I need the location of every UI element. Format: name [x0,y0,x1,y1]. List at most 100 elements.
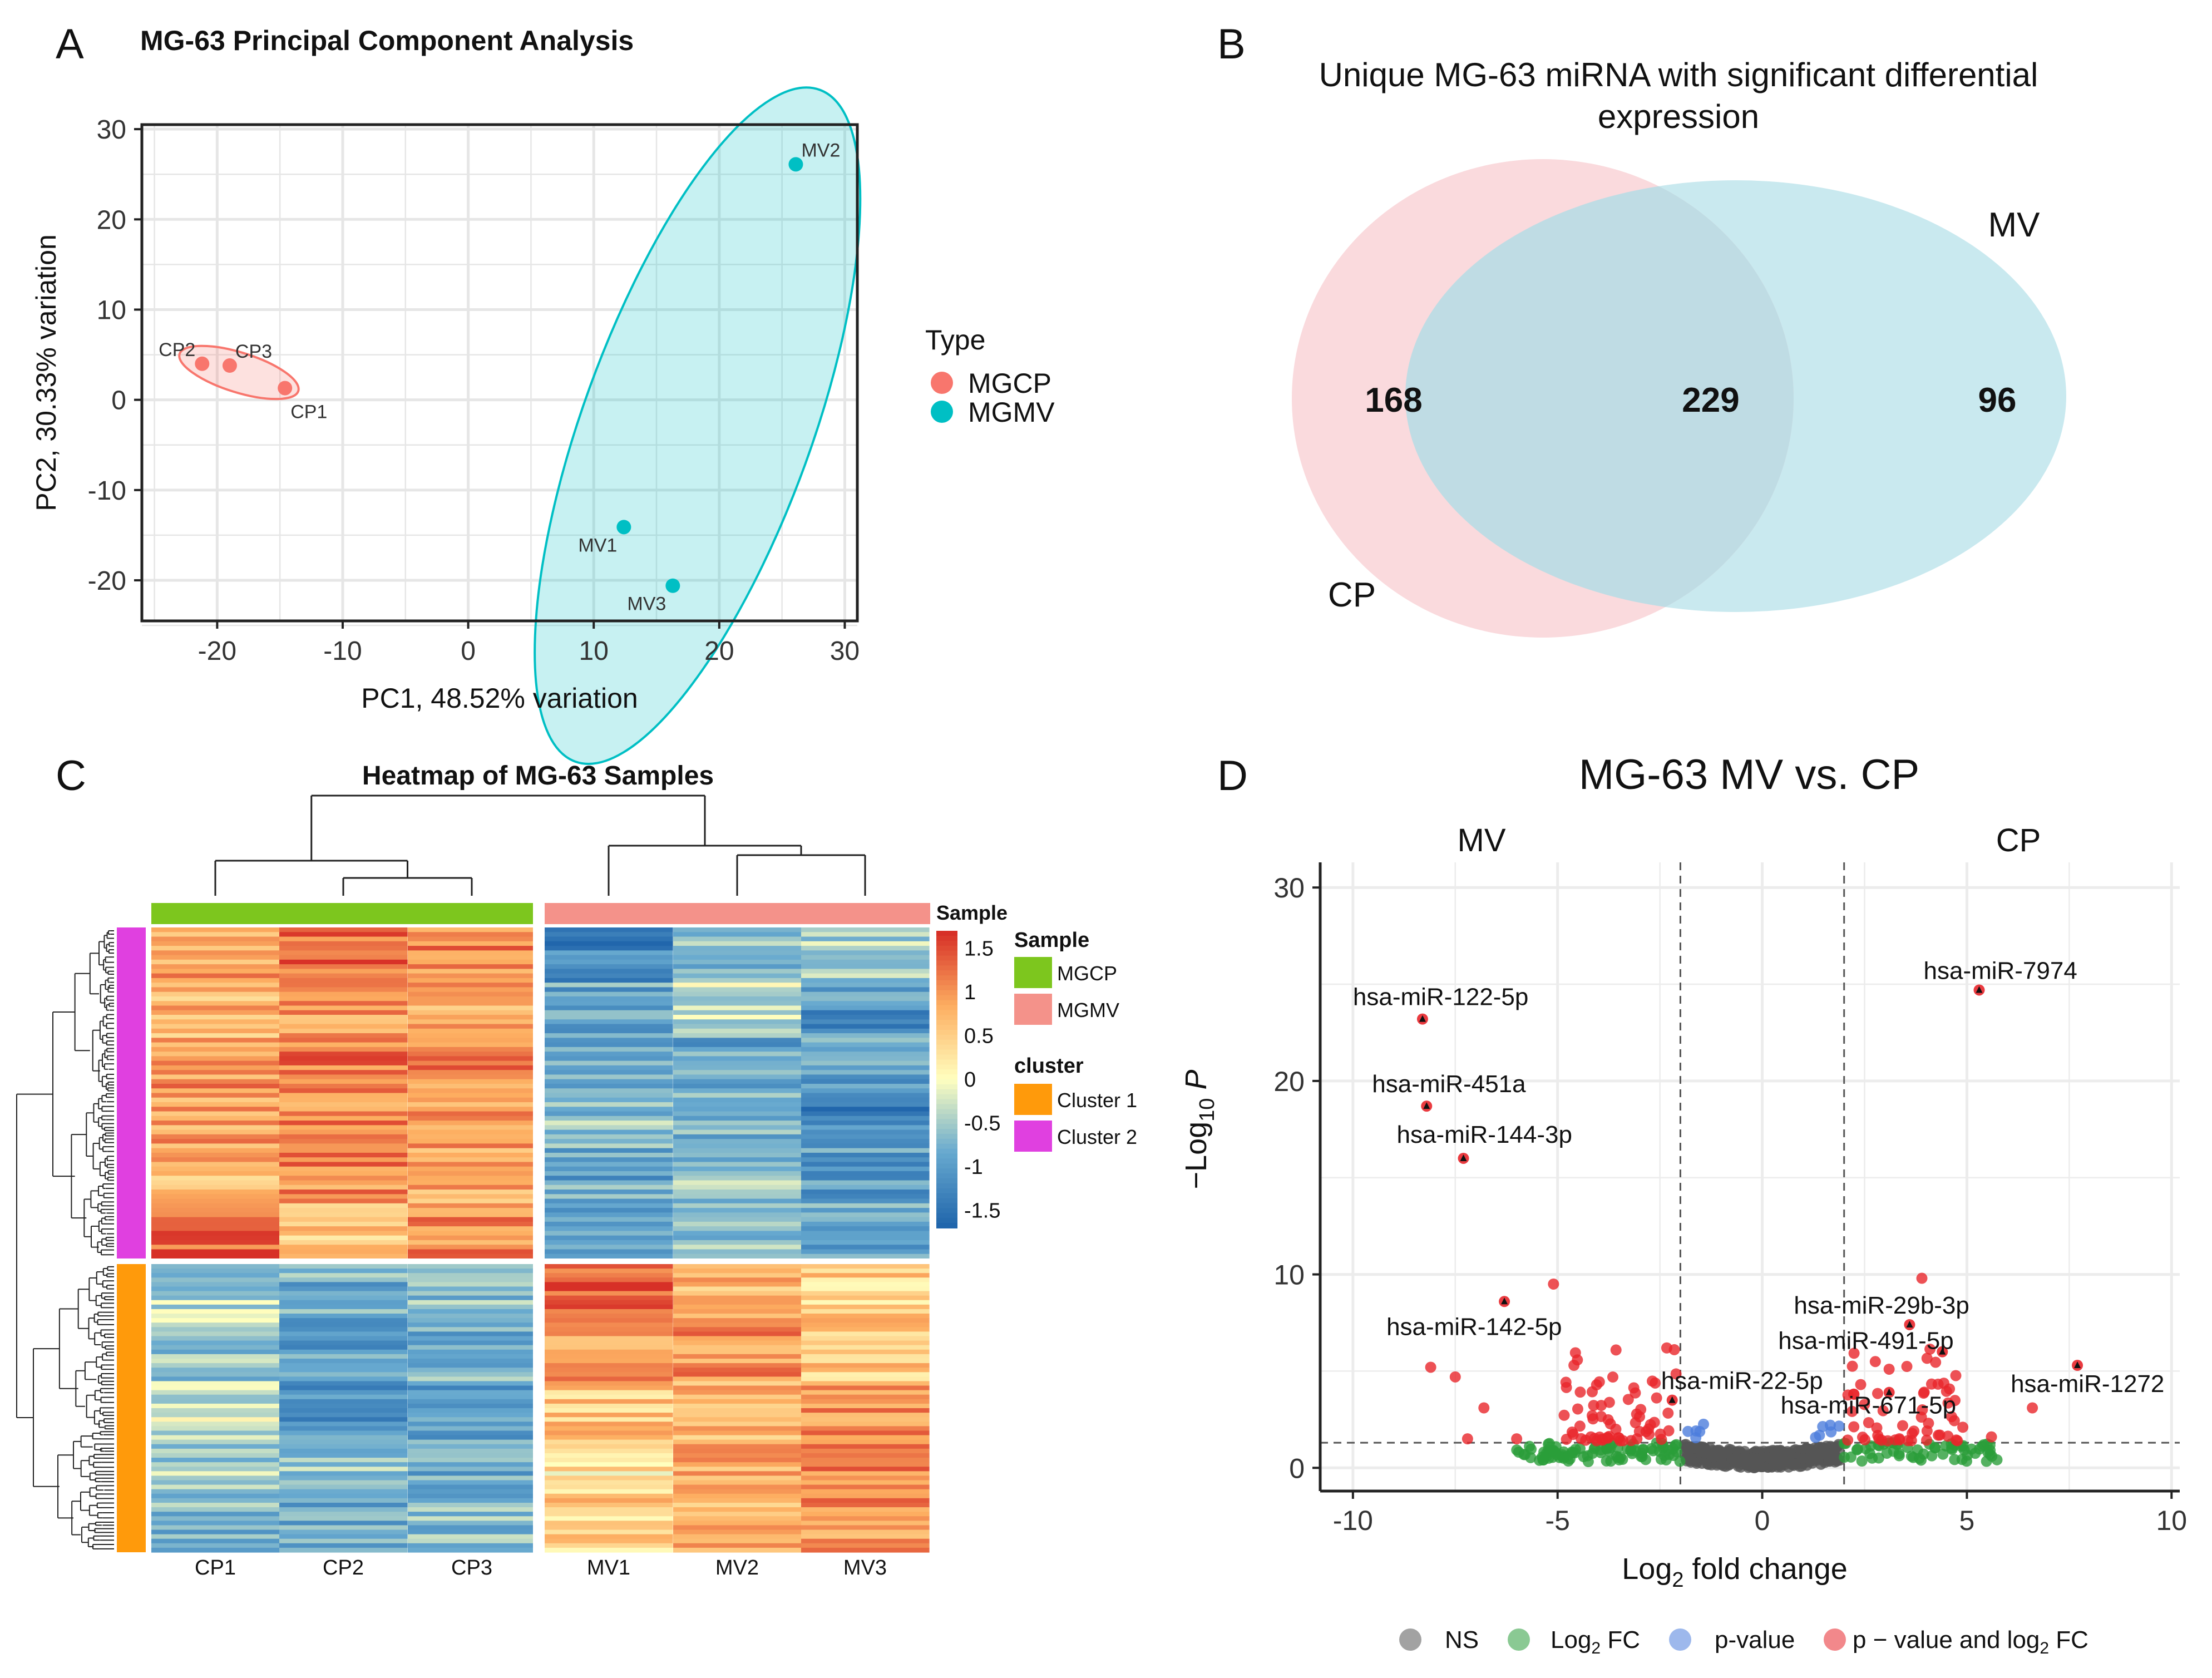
volcano-point [1762,1462,1774,1473]
heatmap-cell-cluster-2 [673,1162,802,1167]
volcano-point [1610,1344,1622,1356]
volcano-point [1846,1405,1858,1417]
volcano-point [1663,1449,1675,1460]
heatmap-cell-cluster-2 [279,991,408,997]
heatmap-cell-cluster-1 [279,1417,408,1422]
heatmap-cells [151,901,930,1553]
heatmap-cell-cluster-1 [801,1413,930,1418]
heatmap-cell-cluster-1 [151,1381,280,1386]
volcano-labeled-point-marker [1668,1396,1676,1403]
heatmap-cell-cluster-2 [151,991,280,997]
heatmap-cell-cluster-2 [408,991,536,997]
heatmap-cell-cluster-1 [279,1282,408,1287]
heatmap-cell-cluster-2 [801,1038,930,1043]
heatmap-cell-cluster-2 [545,1102,673,1107]
heatmap-cell-cluster-2 [279,1125,408,1131]
heatmap-cell-cluster-2 [545,1065,673,1070]
heatmap-cell-cluster-1 [673,1358,802,1364]
heatmap-cell-cluster-1 [151,1390,280,1395]
heatmap-cell-cluster-2 [408,1212,536,1218]
heatmap-cell-cluster-1 [673,1372,802,1377]
volcano-point [1607,1371,1618,1383]
heatmap-cell-cluster-2 [279,1079,408,1084]
heatmap-scale-segment [936,1069,957,1075]
volcano-point [1602,1414,1614,1425]
heatmap-cell-cluster-1 [545,1358,673,1364]
heatmap-cell-cluster-1 [545,1467,673,1472]
heatmap-cell-cluster-1 [545,1430,673,1436]
heatmap-cell-cluster-1 [279,1269,408,1274]
heatmap-cell-cluster-2 [151,1139,280,1144]
volcano-x-tick-label: 5 [1959,1505,1975,1536]
heatmap-cell-cluster-1 [151,1291,280,1296]
volcano-point [1594,1431,1606,1443]
heatmap-cell-cluster-1 [545,1422,673,1427]
heatmap-cell-cluster-2 [408,983,536,988]
heatmap-cell-cluster-1 [801,1381,930,1386]
heatmap-cell-cluster-1 [151,1502,280,1508]
panel-d-volcano: D MG-63 MV vs. CP MV CP hsa-miR-7974hsa-… [1179,751,2187,1657]
heatmap-cell-cluster-1 [151,1264,280,1269]
heatmap-column-label-cp3: CP3 [451,1556,492,1580]
heatmap-cell-cluster-2 [279,1019,408,1025]
pca-x-ticks: -20 -10 0 10 20 30 [198,621,860,666]
heatmap-cell-cluster-1 [801,1314,930,1319]
volcano-y-tick-label: 20 [1273,1066,1305,1097]
heatmap-cell-cluster-2 [279,1212,408,1218]
heatmap-cell-cluster-2 [279,1171,408,1176]
heatmap-cell-cluster-2 [673,1116,802,1121]
pca-y-tick-label: 20 [97,205,126,235]
heatmap-scale-segment [936,1005,957,1011]
heatmap-cell-cluster-1 [673,1345,802,1350]
heatmap-cell-cluster-2 [673,1097,802,1103]
heatmap-cell-cluster-2 [408,1088,536,1094]
heatmap-cell-cluster-1 [801,1521,930,1526]
heatmap-cell-cluster-2 [151,1038,280,1043]
venn-count-cp-only: 168 [1365,381,1422,420]
heatmap-cell-cluster-2 [801,973,930,979]
heatmap-scale-segment [936,1030,957,1035]
heatmap-cell-cluster-2 [545,1185,673,1190]
heatmap-cell-cluster-1 [673,1277,802,1282]
heatmap-cell-cluster-1 [279,1458,408,1463]
heatmap-cell-cluster-2 [545,946,673,951]
heatmap-cell-cluster-1 [408,1376,536,1382]
heatmap-cell-cluster-2 [279,1134,408,1139]
heatmap-cell-cluster-1 [545,1439,673,1445]
heatmap-cell-cluster-1 [801,1543,930,1548]
heatmap-cell-cluster-2 [545,1088,673,1094]
heatmap-cell-cluster-1 [545,1354,673,1359]
heatmap-scale-segment [936,940,957,946]
heatmap-cell-cluster-2 [151,1249,280,1255]
heatmap-scale-segment [936,1129,957,1134]
heatmap-cell-cluster-2 [279,1093,408,1098]
heatmap-cell-cluster-1 [801,1448,930,1454]
heatmap-cell-cluster-1 [151,1363,280,1368]
heatmap-cell-cluster-2 [279,1139,408,1144]
heatmap-cell-cluster-1 [673,1368,802,1373]
heatmap-cell-cluster-2 [673,1070,802,1075]
heatmap-scale-segment [936,1099,957,1105]
volcano-legend-key-pvalue [1669,1628,1691,1651]
heatmap-cell-cluster-2 [545,1125,673,1131]
heatmap-cell-cluster-2 [673,1010,802,1015]
heatmap-cell-cluster-1 [801,1538,930,1544]
heatmap-cell-cluster-2 [151,1111,280,1117]
heatmap-cell-cluster-1 [408,1403,536,1409]
volcano-point [1952,1435,1963,1447]
volcano-x-ticks: -10 -5 0 5 10 [1333,1491,2187,1536]
heatmap-cell-cluster-1 [408,1426,536,1432]
volcano-point [1912,1444,1923,1456]
volcano-point [1524,1440,1535,1452]
heatmap-cell-cluster-2 [408,1074,536,1080]
heatmap-legend-key-mgcp [1014,957,1052,988]
heatmap-cell-cluster-2 [673,1038,802,1043]
heatmap-cell-cluster-2 [545,1203,673,1208]
heatmap-cell-cluster-1 [151,1484,280,1490]
heatmap-cell-cluster-1 [151,1277,280,1282]
heatmap-cell-cluster-1 [673,1547,802,1553]
heatmap-cell-cluster-2 [408,1042,536,1048]
volcano-point [1882,1435,1894,1447]
heatmap-cell-cluster-2 [151,1015,280,1020]
